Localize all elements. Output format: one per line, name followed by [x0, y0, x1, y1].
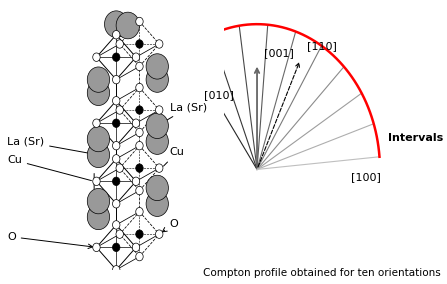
Circle shape — [113, 30, 120, 39]
Circle shape — [156, 40, 163, 48]
Circle shape — [113, 155, 120, 163]
Circle shape — [156, 230, 163, 238]
Text: Compton profile obtained for ten orientations: Compton profile obtained for ten orienta… — [203, 268, 441, 278]
Circle shape — [146, 54, 169, 79]
Circle shape — [87, 189, 110, 214]
Circle shape — [113, 97, 120, 105]
Text: La (Sr): La (Sr) — [160, 102, 207, 124]
Circle shape — [132, 243, 140, 252]
Circle shape — [132, 177, 140, 185]
Circle shape — [87, 67, 110, 92]
Text: O: O — [7, 232, 93, 248]
Circle shape — [105, 11, 128, 37]
Circle shape — [132, 119, 140, 128]
Circle shape — [146, 67, 169, 92]
Circle shape — [136, 186, 143, 195]
Circle shape — [93, 119, 100, 128]
Text: O: O — [162, 219, 178, 232]
Circle shape — [146, 175, 169, 201]
Circle shape — [87, 126, 110, 152]
Circle shape — [136, 83, 143, 92]
Circle shape — [136, 252, 143, 261]
Text: Cu: Cu — [164, 147, 185, 166]
Circle shape — [136, 208, 143, 216]
Circle shape — [136, 62, 143, 71]
Text: [100]: [100] — [351, 173, 381, 183]
Circle shape — [156, 164, 163, 172]
Circle shape — [136, 40, 143, 48]
Circle shape — [113, 266, 120, 274]
Circle shape — [136, 141, 143, 150]
Circle shape — [116, 40, 123, 48]
Circle shape — [116, 230, 123, 238]
Text: Cu: Cu — [7, 155, 92, 181]
Circle shape — [113, 76, 120, 84]
Circle shape — [87, 80, 110, 106]
Circle shape — [113, 243, 120, 252]
Circle shape — [116, 12, 139, 39]
Text: [110]: [110] — [307, 41, 337, 51]
Circle shape — [156, 106, 163, 114]
Circle shape — [136, 128, 143, 137]
Circle shape — [113, 119, 120, 128]
Circle shape — [146, 191, 169, 216]
Circle shape — [132, 53, 140, 61]
Circle shape — [93, 53, 100, 61]
Circle shape — [113, 221, 120, 229]
Circle shape — [93, 177, 100, 185]
Circle shape — [87, 204, 110, 230]
Circle shape — [113, 53, 120, 61]
Circle shape — [136, 106, 143, 114]
Text: Intervals of 5°: Intervals of 5° — [388, 133, 447, 143]
Circle shape — [116, 164, 123, 172]
Circle shape — [113, 200, 120, 208]
Circle shape — [113, 141, 120, 150]
Text: [010]: [010] — [204, 90, 234, 100]
Circle shape — [113, 177, 120, 185]
Circle shape — [136, 17, 143, 26]
Circle shape — [136, 164, 143, 172]
Circle shape — [136, 230, 143, 238]
Circle shape — [116, 106, 123, 114]
Circle shape — [146, 129, 169, 154]
Text: [001]: [001] — [264, 49, 294, 59]
Circle shape — [146, 113, 169, 139]
Circle shape — [87, 142, 110, 168]
Circle shape — [93, 243, 100, 252]
Text: La (Sr): La (Sr) — [7, 137, 95, 156]
